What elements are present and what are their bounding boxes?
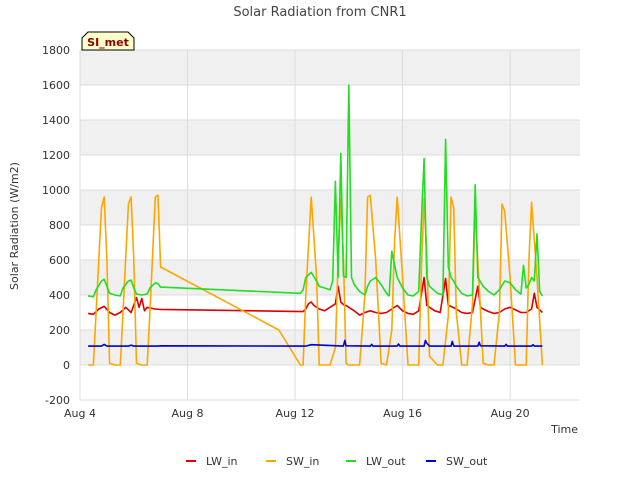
plot-band	[80, 295, 580, 330]
y-tick-label: 800	[49, 219, 70, 232]
y-tick-label: 1800	[42, 44, 70, 57]
plot-band	[80, 50, 580, 85]
legend-label: SW_out	[446, 455, 488, 468]
x-tick-labels: Aug 4 Aug 8 Aug 12 Aug 16 Aug 20	[64, 407, 530, 420]
x-tick-label: Aug 20	[491, 407, 530, 420]
y-tick-label: 600	[49, 254, 70, 267]
legend-label: LW_out	[366, 455, 406, 468]
y-tick-label: 0	[63, 359, 70, 372]
x-tick-label: Aug 12	[276, 407, 315, 420]
plot-band	[80, 365, 580, 400]
series-layer	[87, 84, 544, 366]
plot-band	[80, 120, 580, 155]
x-tick-label: Aug 16	[383, 407, 422, 420]
grid-lines	[79, 49, 580, 401]
plot-band	[80, 85, 580, 120]
y-tick-label: 1400	[42, 114, 70, 127]
series-line-sw-in	[88, 194, 544, 366]
plot-band	[80, 155, 580, 190]
station-badge-box	[81, 31, 135, 51]
legend: LW_in SW_in LW_out SW_out	[186, 455, 488, 468]
plot-band	[80, 190, 580, 225]
y-tick-labels: -200 0 200 400 600 800 1000 1200 1400 1600 1800	[42, 44, 70, 407]
legend-label: LW_in	[206, 455, 238, 468]
station-badge: SI_met	[81, 31, 135, 51]
plot-band	[80, 330, 580, 365]
y-axis-title: Solar Radiation (W/m2)	[8, 162, 21, 290]
y-tick-label: -200	[45, 394, 70, 407]
y-tick-label: 1000	[42, 184, 70, 197]
station-badge-label: SI_met	[87, 36, 129, 49]
y-tick-label: 1600	[42, 79, 70, 92]
series-line-lw-out	[87, 84, 544, 298]
y-tick-label: 200	[49, 324, 70, 337]
x-axis-title: Time	[550, 423, 578, 436]
x-tick-label: Aug 8	[172, 407, 204, 420]
legend-label: SW_in	[286, 455, 319, 468]
y-tick-label: 400	[49, 289, 70, 302]
x-tick-label: Aug 4	[64, 407, 96, 420]
y-tick-label: 1200	[42, 149, 70, 162]
series-line-sw-out	[88, 339, 543, 347]
series-line-lw-in	[87, 276, 543, 316]
chart-title: Solar Radiation from CNR1	[233, 5, 406, 20]
plot-band	[80, 225, 580, 260]
